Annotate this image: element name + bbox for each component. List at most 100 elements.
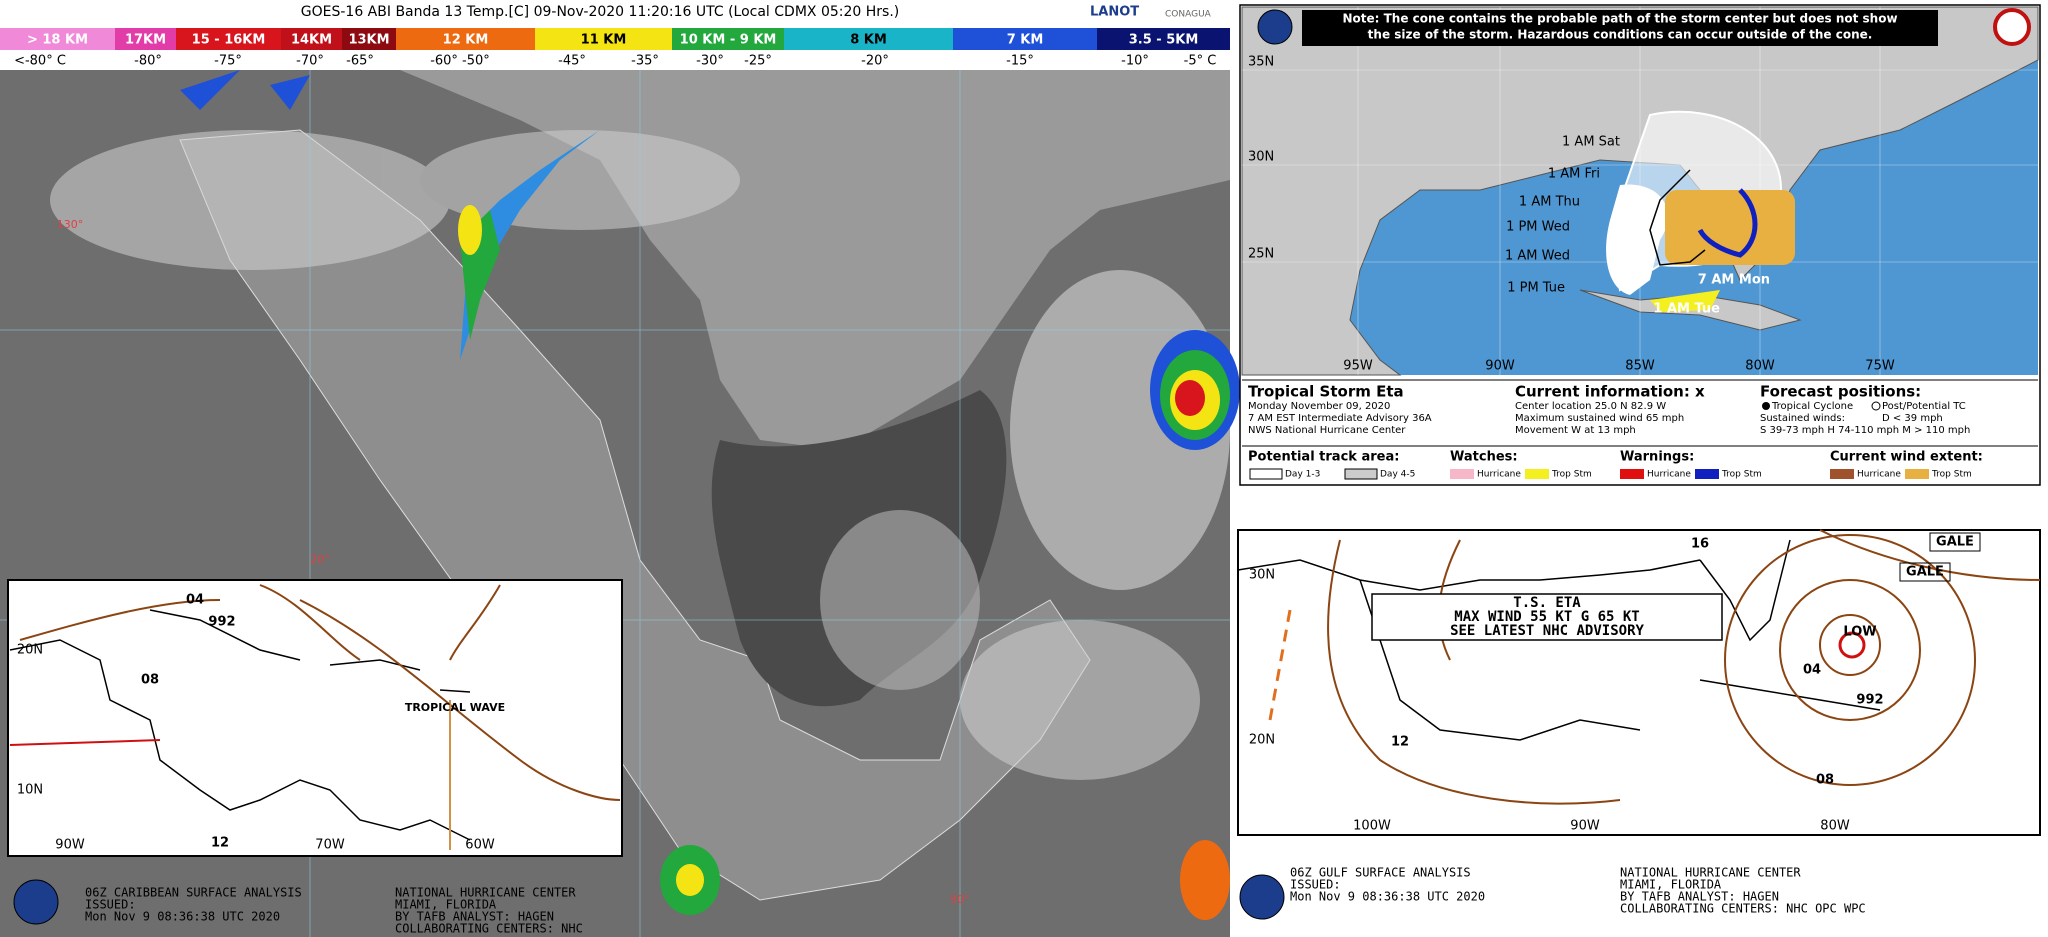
legend-title: Current wind extent:	[1830, 450, 1983, 465]
caption: NATIONAL HURRICANE CENTER	[1620, 866, 1801, 880]
noaa-logo	[13, 879, 59, 925]
caption: BY TAFB ANALYST: HAGEN	[395, 910, 554, 924]
logo: CONAGUA	[1165, 10, 1212, 20]
legend-swatch	[1695, 469, 1719, 479]
legend-temp: -25°	[744, 54, 772, 69]
legend-item: Trop Stm	[1721, 470, 1762, 480]
lon-label: 75W	[1865, 359, 1895, 374]
grid-label: 20°	[310, 553, 330, 566]
legend-temp: -5° C	[1184, 54, 1217, 69]
forecast-info: Tropical Cyclone	[1771, 401, 1853, 412]
map-label: 08	[141, 673, 159, 688]
map-label: 90W	[55, 838, 85, 853]
logo: LANOT	[1090, 5, 1139, 20]
legend-temp: -45°	[558, 54, 586, 69]
current-info: Maximum sustained wind 65 mph	[1515, 413, 1684, 424]
legend-title: Potential track area:	[1248, 450, 1399, 465]
map-label: 100W	[1353, 819, 1391, 834]
track-label: 1 AM Wed	[1505, 249, 1570, 264]
note: the size of the storm. Hazardous conditi…	[1368, 28, 1873, 42]
current-info: Center location 25.0 N 82.9 W	[1515, 401, 1666, 412]
legend-label: 11 KM	[581, 33, 627, 48]
legend-temp: -15°	[1006, 54, 1034, 69]
map-label: 90W	[1570, 819, 1600, 834]
legend-label: 17KM	[125, 33, 166, 48]
lat-label: 25N	[1248, 247, 1274, 262]
map-label: 10N	[17, 783, 43, 798]
storm-eta-eye	[1175, 380, 1205, 416]
map-label: 992	[1856, 693, 1883, 708]
caption: Mon Nov 9 08:36:38 UTC 2020	[85, 910, 280, 924]
land-north	[0, 70, 1230, 450]
current-info: Movement W at 13 mph	[1515, 425, 1636, 436]
cloud-cluster-core	[676, 864, 704, 896]
legend-item: Hurricane	[1647, 470, 1691, 480]
legend-label: 13KM	[348, 33, 389, 48]
legend-temp: -65°	[346, 54, 374, 69]
storm-box-text: SEE LATEST NHC ADVISORY	[1450, 623, 1644, 639]
storm-box-text: T.S. ETA	[1513, 595, 1581, 611]
caption: Mon Nov 9 08:36:38 UTC 2020	[1290, 890, 1485, 904]
map-label: 30N	[1249, 568, 1275, 583]
track-label: 1 AM Sat	[1562, 135, 1620, 150]
noaa-logo	[1257, 9, 1293, 45]
legend-swatch	[1905, 469, 1929, 479]
legend-item: Trop Stm	[1931, 470, 1972, 480]
legend-swatch	[953, 28, 1097, 50]
caption: 06Z GULF SURFACE ANALYSIS	[1290, 866, 1471, 880]
map-label: 20N	[1249, 733, 1275, 748]
track-label: 1 AM Fri	[1548, 167, 1600, 182]
map-label: GALE	[1906, 565, 1944, 580]
legend-label: 15 - 16KM	[192, 33, 266, 48]
storm-box-text: MAX WIND 55 KT G 65 KT	[1454, 609, 1639, 625]
legend-swatch	[176, 28, 281, 50]
legend-label: 10 KM - 9 KM	[680, 33, 777, 48]
map-label: LOW	[1843, 625, 1876, 640]
legend-temp: -30°	[696, 54, 724, 69]
track-line	[1649, 169, 1706, 266]
legend-swatch	[1249, 468, 1283, 480]
lon-label: 85W	[1625, 359, 1655, 374]
legend-swatch	[396, 28, 535, 50]
lon-label: 80W	[1745, 359, 1775, 374]
gale-box	[1899, 562, 1951, 582]
legend-swatch	[535, 28, 672, 50]
track-label: 1 PM Tue	[1507, 281, 1565, 296]
map-label: 70W	[315, 838, 345, 853]
legend-swatch	[0, 28, 115, 50]
noaa-logo	[1239, 874, 1285, 920]
cloud-patch	[180, 70, 310, 110]
map-label: 992	[208, 615, 235, 630]
note-box	[1302, 10, 1938, 46]
legend-temp: -10°	[1121, 54, 1149, 69]
legend-label: 14KM	[291, 33, 332, 48]
map-label: 60W	[465, 838, 495, 853]
storm-name: Tropical Storm Eta	[1248, 383, 1404, 401]
title: GOES-16 ABI Banda 13 Temp.[C] 09-Nov-202…	[301, 4, 899, 20]
caption: MIAMI, FLORIDA	[395, 898, 497, 912]
legend-swatch	[1450, 469, 1474, 479]
caption: ISSUED:	[85, 898, 136, 912]
grid-label: 130°	[57, 218, 84, 231]
caribbean-map	[7, 579, 623, 857]
legend-label: 3.5 - 5KM	[1129, 33, 1199, 48]
legend-temp: -80°	[134, 54, 162, 69]
legend-temp: -75°	[214, 54, 242, 69]
cone-day1-3	[1606, 184, 1668, 295]
note: Note: The cone contains the probable pat…	[1342, 12, 1897, 26]
map-label: TROPICAL WAVE	[405, 701, 505, 714]
cloud-cluster	[1180, 840, 1230, 920]
nws-logo	[1993, 8, 2031, 46]
legend-swatch	[1525, 469, 1549, 479]
isobars	[1327, 529, 2041, 805]
current-title: Current information: x	[1515, 383, 1705, 401]
trop-storm-warning	[1697, 188, 1758, 258]
map-label: 16	[1691, 537, 1709, 552]
grid-label: 90°	[950, 893, 970, 906]
storm-info: Monday November 09, 2020	[1248, 401, 1390, 412]
map-label: 12	[211, 836, 229, 851]
map-label: 08	[1816, 773, 1834, 788]
caption: ISSUED:	[1290, 878, 1341, 892]
legend-swatch	[1097, 28, 1230, 50]
